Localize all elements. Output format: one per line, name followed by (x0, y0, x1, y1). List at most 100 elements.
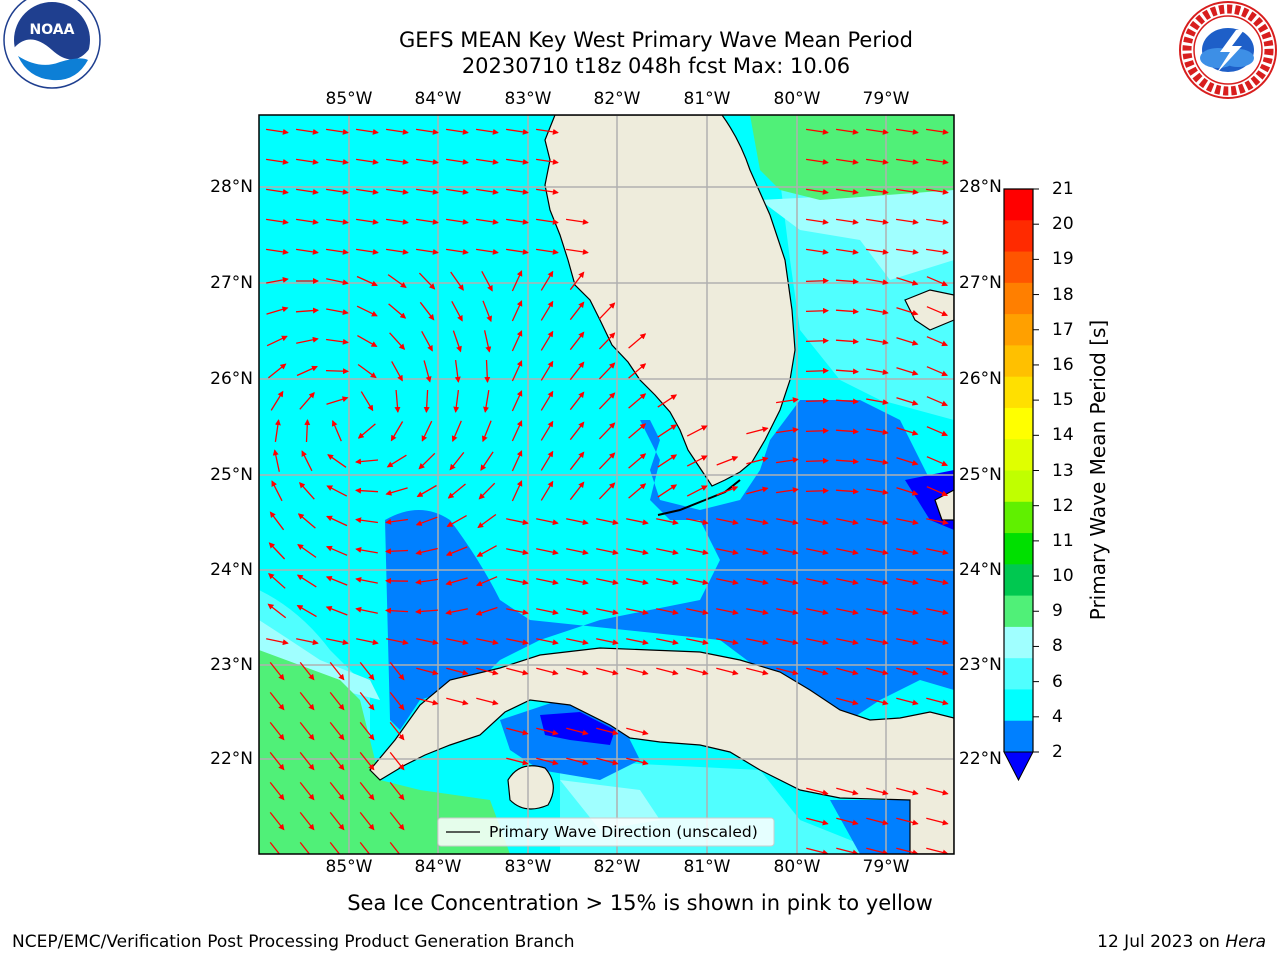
wave-arrow (389, 661, 405, 681)
wave-arrow (626, 518, 649, 526)
wave-arrow (483, 389, 490, 413)
wave-arrow (569, 361, 585, 381)
wave-arrow (326, 158, 349, 165)
colorbar-tick-label: 21 (1052, 179, 1074, 199)
wave-arrow (326, 638, 349, 646)
wave-arrow (540, 360, 554, 381)
wave-arrow (446, 218, 469, 225)
wave-arrow (416, 158, 439, 165)
wave-arrow (598, 392, 616, 410)
wave-arrow (446, 128, 469, 135)
colorbar-segment (1004, 533, 1033, 565)
wave-arrow (506, 667, 529, 676)
wave-arrow (296, 218, 319, 225)
wave-arrow (267, 363, 287, 379)
wave-arrow (326, 515, 348, 527)
colorbar-tick-label: 19 (1052, 249, 1074, 270)
wave-arrow (776, 667, 799, 676)
wave-arrow (926, 518, 949, 526)
wave-arrow (326, 338, 349, 345)
wave-arrow (656, 667, 679, 676)
wave-arrow (359, 781, 375, 801)
wave-arrow (628, 393, 647, 409)
wave-arrow (269, 721, 285, 741)
wave-arrow (423, 389, 430, 413)
wave-arrow (357, 363, 377, 379)
wave-arrow (896, 337, 919, 346)
wave-arrow (926, 188, 949, 195)
wave-arrow (866, 518, 889, 526)
wave-arrow (746, 518, 769, 526)
colorbar-segment (1004, 470, 1033, 503)
wave-arrow (835, 308, 859, 315)
wave-arrow (296, 158, 319, 165)
wave-arrow (866, 817, 889, 826)
wave-arrow (836, 638, 859, 646)
wave-arrow (926, 847, 949, 854)
wave-arrow (656, 608, 679, 616)
wave-arrow (297, 513, 316, 529)
wave-arrow (628, 453, 647, 469)
wave-arrow (296, 188, 319, 195)
colorbar-segment (1004, 282, 1033, 315)
wave-arrow (480, 451, 494, 471)
wave-arrow (506, 128, 529, 135)
sea-ice-note: Sea Ice Concentration > 15% is shown in … (347, 891, 933, 915)
wave-arrow (598, 482, 616, 500)
wave-arrow (421, 330, 433, 352)
wave-arrow (296, 365, 318, 377)
wave-arrow (476, 218, 499, 225)
wave-arrow (896, 697, 919, 706)
wave-arrow (391, 361, 403, 382)
wave-arrow (267, 603, 287, 619)
wave-arrow (926, 787, 949, 796)
wave-arrow (476, 667, 499, 676)
wave-arrow (270, 390, 284, 411)
wave-arrow (299, 721, 315, 741)
wave-arrow (566, 518, 589, 526)
wave-arrow (776, 638, 799, 646)
wave-arrow (389, 811, 405, 831)
wave-arrow (896, 847, 919, 854)
wave-arrow (506, 518, 529, 526)
wave-arrow (506, 158, 529, 165)
lat-label-right: 23°N (959, 655, 1002, 675)
wave-arrow (359, 721, 375, 741)
wave-arrow (686, 548, 709, 556)
wave-arrow (836, 578, 859, 586)
lon-label-top: 83°W (504, 89, 552, 109)
wave-arrow (776, 487, 799, 494)
wave-arrow (926, 426, 949, 437)
wave-arrow (866, 338, 889, 346)
wave-arrow (359, 811, 375, 831)
wave-arrow (716, 608, 739, 616)
lat-label-left: 25°N (210, 465, 253, 485)
wave-arrow (805, 397, 829, 404)
wave-arrow (896, 367, 919, 376)
wave-arrow (390, 421, 404, 442)
colorbar-tick-label: 2 (1052, 742, 1063, 762)
wave-arrow (836, 697, 859, 706)
wave-arrow (476, 188, 499, 195)
lon-label-bottom: 79°W (862, 857, 910, 877)
wave-arrow (446, 697, 469, 706)
wave-arrow (269, 691, 285, 711)
wave-arrow (445, 608, 468, 616)
wave-arrow (806, 787, 829, 796)
wave-arrow (268, 542, 286, 560)
wave-arrow (806, 158, 829, 165)
colorbar-segment (1004, 376, 1033, 409)
period-band-8-9-east (760, 190, 954, 280)
wave-arrow (416, 218, 439, 225)
wave-arrow (476, 128, 499, 135)
wave-arrow (297, 544, 317, 558)
colorbar-extend-triangle (1003, 751, 1034, 782)
wave-arrow (540, 450, 554, 471)
wave-arrow (386, 188, 409, 195)
wave-arrow (926, 578, 949, 586)
wave-arrow (359, 841, 375, 854)
colorbar-tick-label: 11 (1052, 530, 1074, 551)
wave-arrow (304, 419, 311, 443)
colorbar (1003, 188, 1039, 782)
